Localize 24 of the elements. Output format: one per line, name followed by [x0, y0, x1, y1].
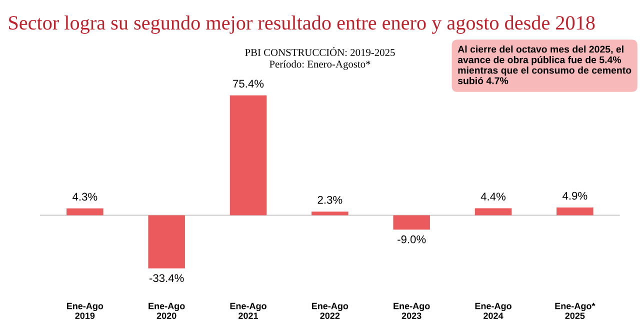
data-label: 75.4% [233, 80, 264, 88]
data-label: -9.0% [398, 235, 426, 244]
x-tick-label: Ene-Ago 2022 [312, 302, 348, 319]
text: Al cierre del octavo mes del 2025, el avance de obra pública fue de 5.4% mientras que el consumo de cemento subió 4.7% [458, 46, 632, 84]
bar [66, 208, 104, 216]
bar [393, 215, 430, 230]
bar [312, 212, 348, 216]
bar [474, 208, 512, 216]
chart-subtitle: PBI CONSTRUCCIÓN: 2019-2025 Período: Enero-Agosto* [245, 46, 395, 70]
bar [230, 95, 267, 216]
x-tick-label: Ene-Ago 2019 [66, 302, 104, 319]
bar [148, 215, 185, 268]
data-label: 4.3% [72, 192, 98, 201]
x-tick-label: Ene-Ago* 2025 [555, 302, 596, 319]
x-tick-label: Ene-Ago 2021 [230, 302, 266, 319]
data-label: 4.4% [480, 192, 506, 200]
data-label: -33.4% [149, 274, 184, 282]
x-tick-label: Ene-Ago 2024 [475, 302, 512, 319]
x-tick-label: Ene-Ago 2023 [394, 302, 430, 320]
data-label: 2.3% [318, 196, 342, 204]
x-tick-label: Ene-Ago 2020 [148, 302, 185, 319]
bar [556, 207, 594, 216]
chart-title: Sector logra su segundo mejor resultado entre enero y agosto desde 2018 [9, 16, 595, 34]
data-label: 4.9% [562, 192, 588, 200]
